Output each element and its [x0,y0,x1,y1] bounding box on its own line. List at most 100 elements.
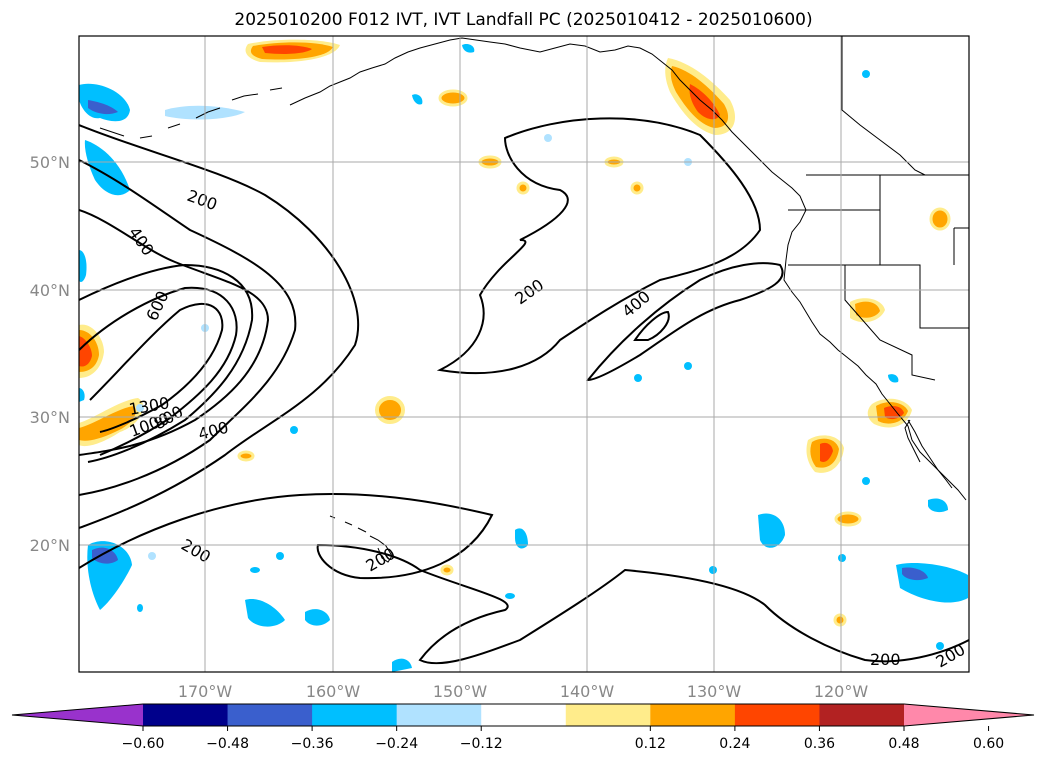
pc-negative-core [92,547,118,564]
lon-axis: 170°W 160°W 150°W 140°W 130°W 120°W [178,682,869,701]
colorbar-segment [481,704,567,726]
pc-negative-region [136,404,144,412]
coastline-aleutians [99,87,283,139]
pc-negative-region [305,609,330,626]
ivt-contour-1000 [79,286,238,456]
colorbar-tick-label: −0.12 [460,736,503,752]
pc-negative-region [290,426,298,434]
map-title: 2025010200 F012 IVT, IVT Landfall PC (20… [234,10,813,30]
pc-positive-region [834,511,862,527]
lon-tick-label: 150°W [433,682,488,701]
colorbar-tick-label: 0.48 [888,736,919,752]
pc-positive-core [820,442,833,462]
pc-negative-region [684,362,692,370]
pc-negative-region [276,552,284,560]
pc-negative-region [462,43,475,53]
pc-negative-region [936,642,944,650]
colorbar-extend-max [904,704,1034,726]
colorbar-segment [650,704,736,726]
colorbar-tick-label: 0.36 [804,736,835,752]
colorbar-segment [396,704,482,726]
ivt-contour-200 [79,124,360,529]
ivt-contour-1300 [89,303,224,433]
colorbar-tick-label: −0.24 [375,736,418,752]
pc-positive-region [237,450,255,462]
ivt-contour-400 [79,159,297,496]
pc-negative-region [515,528,528,549]
colorbar-tick-label: −0.48 [206,736,249,752]
pc-negative-core [88,100,118,115]
map-background [79,36,969,672]
colorbar-tick-label: 0.12 [635,736,666,752]
pc-positive-region [929,207,951,231]
colorbar-segment [312,704,398,726]
pc-negative-region [505,593,515,599]
pc-positive-region [516,181,530,195]
pc-negative-region [838,554,846,562]
lon-tick-label: 160°W [306,682,361,701]
pc-negative-region [709,566,717,574]
ivt-contour-600 [79,209,270,456]
pc-positive-region [79,406,136,441]
pc-negative-region [79,388,85,402]
lon-tick-label: 120°W [814,682,869,701]
pc-negative-region [79,250,87,283]
pc-negative-region [888,374,899,383]
pc-negative-region [928,498,948,513]
pc-positive-core [79,336,92,367]
coastline [289,37,967,501]
lon-tick-label: 130°W [687,682,742,701]
colorbar-segment [565,704,651,726]
lon-tick-label: 140°W [560,682,615,701]
map-frame [78,35,970,673]
border [841,36,926,176]
pc-negative-region [862,70,870,78]
colorbar-tick-label: 0.24 [719,736,750,752]
pc-negative-region [634,374,642,382]
ivt-contours [79,117,969,665]
pc-negative-region [412,94,423,105]
pc-negative-region [250,567,260,573]
pc-positive-core [262,45,312,54]
lon-tick-label: 170°W [178,682,233,701]
ivt-contour-200 [79,493,969,665]
colorbar-segment [734,704,820,726]
lat-tick-label: 50°N [30,153,70,172]
colorbar-extend-min [12,704,143,726]
colorbar-segment [143,704,229,726]
pc-negative-region [758,513,785,548]
pc-negative-core [902,567,928,581]
ivt-contour-400 [585,262,784,382]
pc-negative-region [862,477,870,485]
colorbar-tick-label: −0.60 [122,736,165,752]
ivt-contour-800 [79,263,254,463]
colorbar-tick-label: 0.60 [973,736,1004,752]
pc-shading [79,39,968,672]
ivt-contour-200 [436,117,762,375]
colorbar-segment [227,704,313,726]
pc-positive-region [630,181,644,195]
gridlines [79,36,969,672]
pc-negative-region [392,658,412,672]
colorbar-tick-label: −0.36 [291,736,334,752]
contour-label: 200 [870,650,901,669]
pc-negative-region [137,604,143,612]
lat-axis: 50°N 40°N 30°N 20°N [30,153,70,555]
lat-tick-label: 20°N [30,536,70,555]
pc-negative-region [544,134,552,142]
pc-positive-region [375,396,405,424]
coastline-baja [904,419,953,489]
lat-tick-label: 30°N [30,408,70,427]
ivt-contour-400 [633,310,670,341]
pc-positive-region [833,613,847,627]
pc-positive-region [440,564,454,576]
colorbar-segment [819,704,905,726]
colorbar: −0.60 −0.48 −0.36 −0.24 −0.12 0.12 0.24 0.36 0.4… [11,703,1035,752]
pc-positive-region [438,89,468,107]
state-borders [788,175,969,381]
pc-negative-region [245,599,285,627]
lat-tick-label: 40°N [30,281,70,300]
pc-negative-region [148,552,156,560]
pc-positive-region [855,301,880,318]
